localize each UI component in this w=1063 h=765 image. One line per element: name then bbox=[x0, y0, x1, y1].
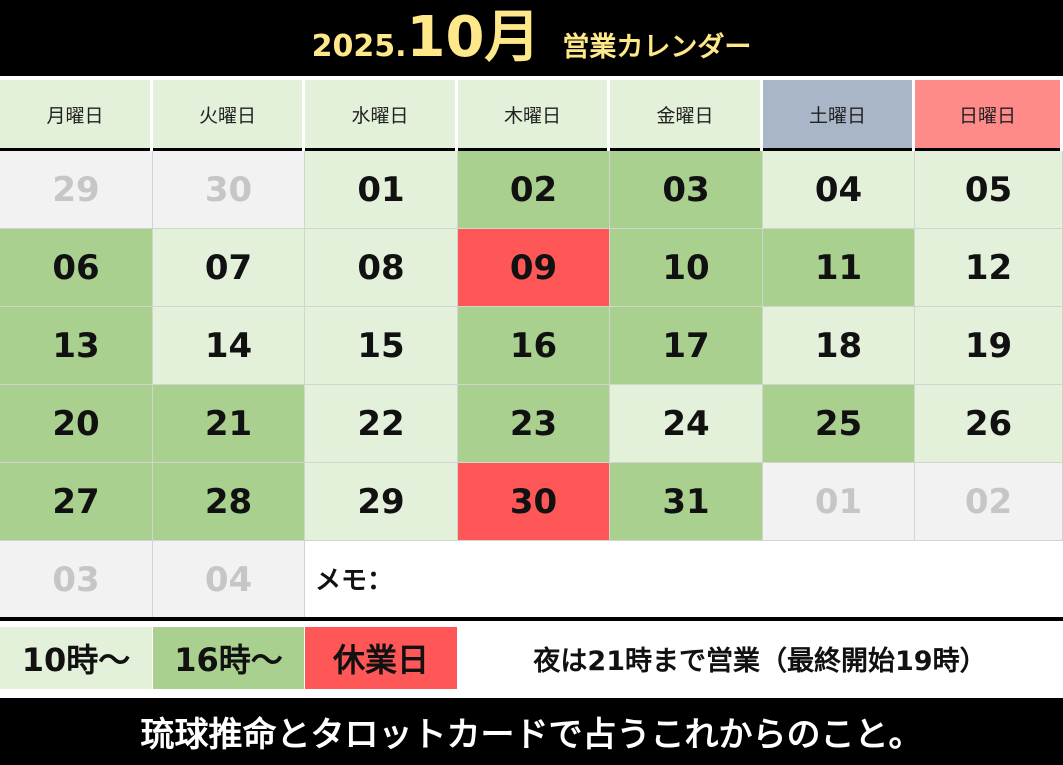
weekday-header: 土曜日 bbox=[763, 80, 912, 151]
day-cell: 28 bbox=[153, 463, 305, 541]
day-cell: 11 bbox=[763, 229, 915, 307]
weekday-header: 木曜日 bbox=[458, 80, 607, 151]
header-year: 2025. bbox=[311, 29, 407, 64]
day-cell: 05 bbox=[915, 151, 1063, 229]
day-cell: 07 bbox=[153, 229, 305, 307]
day-cell: 26 bbox=[915, 385, 1063, 463]
day-cell: 03 bbox=[0, 541, 153, 619]
weekday-header: 日曜日 bbox=[915, 80, 1060, 151]
legend: 10時～ 16時～ 休業日 夜は21時まで営業（最終開始19時） bbox=[0, 621, 1063, 698]
day-cell: 14 bbox=[153, 307, 305, 385]
day-cell: 06 bbox=[0, 229, 153, 307]
calendar-grid: メモ： 月曜日 火曜日 水曜日 木曜日 金曜日 土曜日 日曜日 29 30 01 02 03 04 05 0… bbox=[0, 76, 1063, 619]
day-cell: 09 bbox=[458, 229, 610, 307]
day-cell: 03 bbox=[610, 151, 763, 229]
day-cell: 01 bbox=[305, 151, 458, 229]
divider bbox=[0, 617, 1063, 621]
day-cell: 18 bbox=[763, 307, 915, 385]
day-cell: 22 bbox=[305, 385, 458, 463]
day-cell: 21 bbox=[153, 385, 305, 463]
day-cell: 16 bbox=[458, 307, 610, 385]
day-cell: 08 bbox=[305, 229, 458, 307]
day-cell: 20 bbox=[0, 385, 153, 463]
day-cell: 25 bbox=[763, 385, 915, 463]
day-cell: 27 bbox=[0, 463, 153, 541]
header-subtitle: 営業カレンダー bbox=[562, 32, 752, 63]
calendar-header: 2025. 10月 営業カレンダー bbox=[0, 0, 1063, 76]
day-cell: 13 bbox=[0, 307, 153, 385]
legend-item-10: 10時～ bbox=[0, 627, 152, 689]
day-cell: 31 bbox=[610, 463, 763, 541]
weekday-header: 金曜日 bbox=[610, 80, 760, 151]
day-cell: 17 bbox=[610, 307, 763, 385]
day-cell: 04 bbox=[153, 541, 305, 619]
legend-item-closed: 休業日 bbox=[305, 627, 457, 689]
weekday-header: 火曜日 bbox=[153, 80, 302, 151]
legend-item-16: 16時～ bbox=[153, 627, 304, 689]
day-cell: 29 bbox=[305, 463, 458, 541]
day-cell: 30 bbox=[153, 151, 305, 229]
day-cell: 02 bbox=[915, 463, 1063, 541]
memo-area: メモ： bbox=[305, 540, 1063, 617]
day-cell: 24 bbox=[610, 385, 763, 463]
weekday-header: 月曜日 bbox=[0, 80, 150, 151]
day-cell: 23 bbox=[458, 385, 610, 463]
footer-tagline: 琉球推命とタロットカードで占うこれからのこと。 bbox=[0, 698, 1063, 765]
memo-label: メモ： bbox=[315, 566, 394, 596]
day-cell: 04 bbox=[763, 151, 915, 229]
weekday-header: 水曜日 bbox=[305, 80, 455, 151]
day-cell: 01 bbox=[763, 463, 915, 541]
day-cell: 10 bbox=[610, 229, 763, 307]
day-cell: 02 bbox=[458, 151, 610, 229]
day-cell: 30 bbox=[458, 463, 610, 541]
day-cell: 19 bbox=[915, 307, 1063, 385]
header-month: 10月 bbox=[406, 5, 541, 70]
day-cell: 12 bbox=[915, 229, 1063, 307]
day-cell: 15 bbox=[305, 307, 458, 385]
day-cell: 29 bbox=[0, 151, 153, 229]
legend-note: 夜は21時まで営業（最終開始19時） bbox=[533, 645, 987, 677]
